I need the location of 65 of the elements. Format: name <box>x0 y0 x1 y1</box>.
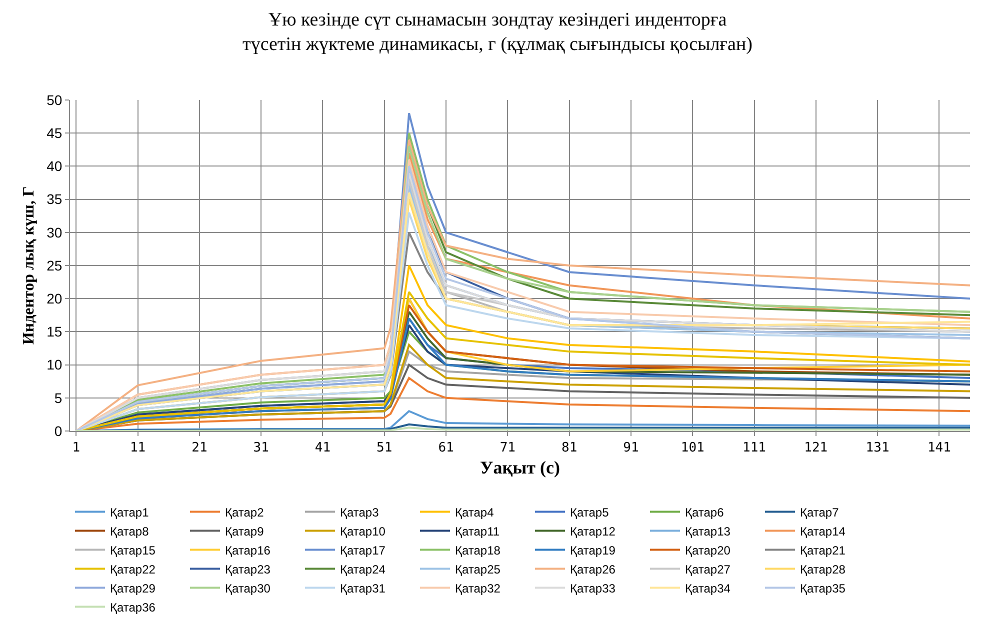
legend-label: Қатар8 <box>110 524 150 538</box>
legend-label: Қатар4 <box>455 505 494 520</box>
legend-label: Қатар10 <box>340 524 386 538</box>
x-tick-label: 121 <box>804 440 828 456</box>
y-axis-title: Индентор лық күш, Г <box>20 186 38 345</box>
legend-label: Қатар22 <box>110 562 156 576</box>
x-axis-title: Уақыт (с) <box>480 458 560 478</box>
legend-label: Қатар9 <box>225 524 264 538</box>
chart-title: Ұю кезінде сүт сынамасын зондтау кезіндегі инденторға түсетін жүктеме динамикасы, г (құлмақ сығындысы қосылған) <box>242 9 752 56</box>
x-tick-label: 91 <box>623 440 639 456</box>
legend-label: Қатар34 <box>685 581 731 596</box>
y-tick-label: 25 <box>46 257 62 274</box>
x-tick-label: 31 <box>253 440 269 456</box>
legend-label: Қатар5 <box>570 505 610 520</box>
x-tick-label: 21 <box>192 440 208 456</box>
legend-label: Қатар33 <box>570 581 616 596</box>
legend-label: Қатар27 <box>685 562 731 576</box>
legend-label: Қатар12 <box>570 524 616 538</box>
x-tick-label: 101 <box>680 440 704 456</box>
legend-label: Қатар14 <box>800 524 846 538</box>
legend-label: Қатар7 <box>800 505 840 520</box>
x-tick-label: 141 <box>927 440 951 456</box>
legend-label: Қатар23 <box>225 562 271 576</box>
legend-label: Қатар25 <box>455 562 501 576</box>
x-tick-label: 1 <box>72 440 80 456</box>
legend-label: Қатар18 <box>455 543 501 558</box>
x-tick-label: 61 <box>438 440 454 456</box>
y-tick-label: 15 <box>46 324 62 340</box>
legend-label: Қатар15 <box>110 543 156 558</box>
x-tick-label: 11 <box>130 440 146 456</box>
y-tick-label: 45 <box>46 125 62 141</box>
y-tick-label: 20 <box>46 290 62 306</box>
legend-label: Қатар16 <box>225 543 271 558</box>
x-tick-label: 81 <box>561 440 578 456</box>
legend-label: Қатар36 <box>110 600 156 614</box>
legend-label: Қатар20 <box>685 543 731 558</box>
x-tick-label: 51 <box>376 440 392 456</box>
legend-label: Қатар3 <box>340 505 380 520</box>
legend-label: Қатар35 <box>800 581 846 596</box>
legend-label: Қатар6 <box>685 505 724 520</box>
y-tick-label: 50 <box>46 92 62 108</box>
y-tick-label: 35 <box>46 191 62 208</box>
legend-label: Қатар30 <box>225 581 271 596</box>
legend-label: Қатар11 <box>455 524 500 538</box>
legend-label: Қатар32 <box>455 581 501 596</box>
y-tick-label: 10 <box>46 356 62 373</box>
legend-label: Қатар24 <box>340 562 386 576</box>
x-tick-label: 111 <box>742 440 766 456</box>
y-tick-label: 0 <box>54 422 62 439</box>
legend-label: Қатар29 <box>110 581 156 596</box>
legend-label: Қатар1 <box>110 505 150 520</box>
legend-label: Қатар17 <box>340 543 386 558</box>
legend-label: Қатар31 <box>340 581 386 596</box>
x-tick-label: 71 <box>500 440 516 456</box>
y-tick-label: 40 <box>46 158 62 174</box>
legend-label: Қатар26 <box>570 562 616 576</box>
legend-label: Қатар19 <box>570 543 616 558</box>
y-tick-label: 30 <box>46 224 62 240</box>
legend-label: Қатар13 <box>685 524 731 538</box>
x-tick-label: 41 <box>314 440 331 456</box>
legend-label: Қатар21 <box>800 543 846 558</box>
y-tick-label: 5 <box>54 390 62 406</box>
x-tick-label: 131 <box>866 440 890 456</box>
legend-label: Қатар2 <box>225 505 264 520</box>
legend-label: Қатар28 <box>800 562 846 576</box>
